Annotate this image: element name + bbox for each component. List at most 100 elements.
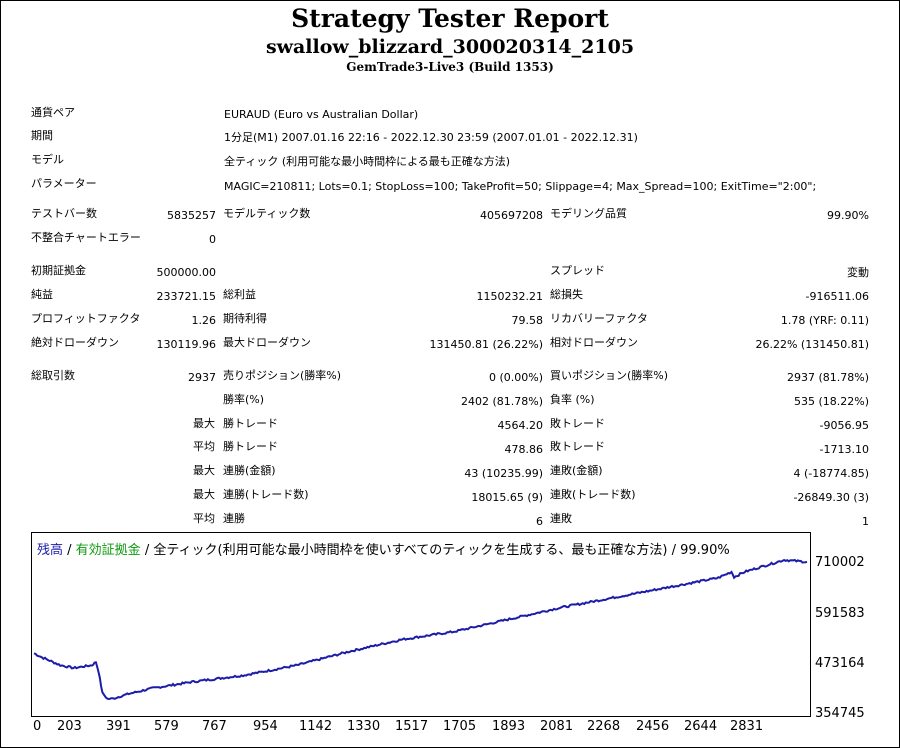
largest-prefix: 最大 — [193, 417, 215, 430]
x-tick-label: 1142 — [299, 719, 333, 734]
maxconsloss2-value: -26849.30 (3) — [793, 491, 869, 504]
avg-prefix-2: 平均 — [193, 512, 215, 525]
x-tick-label: 767 — [202, 719, 227, 734]
period-value: 1分足(M1) 2007.01.16 22:16 - 2022.12.30 23… — [224, 131, 638, 144]
largest-win-value: 4564.20 — [497, 419, 544, 432]
recovery-label: リカバリーファクタ — [550, 312, 648, 325]
params-label: パラメーター — [31, 177, 97, 190]
grossprofit-label: 総利益 — [223, 288, 256, 301]
x-tick-label: 2456 — [636, 719, 670, 734]
server-build: GemTrade3-Live3 (Build 1353) — [346, 60, 554, 74]
y-tick-label: 354745 — [815, 706, 865, 721]
avg-win-label: 勝トレード — [223, 440, 278, 453]
x-tick-label: 2831 — [730, 719, 764, 734]
mismatch-label: 不整合チャートエラー — [31, 231, 141, 244]
netprofit-label: 純益 — [31, 288, 53, 301]
deposit-value: 500000.00 — [156, 266, 217, 279]
lossrate-value: 535 (18.22%) — [793, 395, 869, 408]
symbol-value: EURAUD (Euro vs Australian Dollar) — [224, 108, 419, 121]
period-label: 期間 — [31, 129, 53, 142]
x-tick-label: 1893 — [492, 719, 526, 734]
x-tick-label: 203 — [57, 719, 82, 734]
long-value: 2937 (81.78%) — [786, 371, 869, 384]
avgconsloss-label: 連敗 — [550, 512, 572, 525]
y-tick-label: 710002 — [815, 555, 865, 570]
params-value: MAGIC=210811; Lots=0.1; StopLoss=100; Ta… — [224, 180, 817, 193]
maxdd-label: 最大ドローダウン — [223, 336, 311, 349]
legend-sep: / — [63, 543, 76, 558]
grossprofit-value: 1150232.21 — [476, 290, 543, 303]
x-tick-label: 391 — [106, 719, 131, 734]
maxconsprofit-value: 18015.65 (9) — [471, 491, 543, 504]
avg-loss-value: -1713.10 — [819, 443, 869, 456]
absdd-value: 130119.96 — [156, 338, 217, 351]
x-tick-label: 2644 — [684, 719, 718, 734]
pf-value: 1.26 — [191, 314, 217, 327]
avg-win-value: 478.86 — [504, 443, 544, 456]
short-label: 売りポジション(勝率%) — [223, 369, 342, 382]
y-tick-label: 591583 — [815, 606, 865, 621]
spread-value: 変動 — [847, 266, 869, 279]
largest-loss-label: 敗トレード — [550, 417, 605, 430]
balance-chart-svg — [33, 558, 808, 701]
recovery-value: 1.78 (YRF: 0.11) — [780, 314, 869, 327]
avgconswin-label: 連勝 — [223, 512, 245, 525]
pf-label: プロフィットファクタ — [31, 312, 141, 325]
mismatch-value: 0 — [209, 233, 216, 246]
x-tick-label: 2268 — [587, 719, 621, 734]
total-label: 総取引数 — [31, 369, 75, 382]
maxconsloss-value: 4 (-18774.85) — [793, 467, 869, 480]
largest-win-label: 勝トレード — [223, 417, 278, 430]
payoff-value: 79.58 — [511, 314, 544, 327]
bars-value: 5835257 — [167, 209, 216, 222]
maxconswin-label: 連勝(金額) — [223, 464, 276, 477]
short-value: 0 (0.00%) — [488, 371, 543, 384]
avgconswin-value: 6 — [536, 515, 543, 528]
winrate-value: 2402 (81.78%) — [460, 395, 543, 408]
quality-label: モデリング品質 — [550, 207, 627, 220]
y-tick-label: 473164 — [815, 656, 865, 671]
x-tick-label: 2081 — [540, 719, 574, 734]
maxconsloss2-label: 連敗(トレード数) — [550, 488, 636, 501]
symbol-label: 通貨ペア — [31, 106, 75, 119]
avg-loss-label: 敗トレード — [550, 440, 605, 453]
model-value: 全ティック (利用可能な最小時間枠による最も正確な方法) — [224, 155, 511, 168]
average-prefix: 平均 — [193, 440, 215, 453]
balance-series-line — [33, 558, 808, 701]
bars-label: テストバー数 — [31, 207, 97, 220]
legend-description: / 全ティック(利用可能な最小時間枠を使いすべてのティックを生成する、最も正確な… — [140, 543, 730, 558]
quality-value: 99.90% — [827, 209, 869, 222]
x-tick-label: 0 — [33, 719, 42, 734]
payoff-label: 期待利得 — [223, 312, 267, 325]
ticks-label: モデルティック数 — [223, 207, 311, 220]
avgconsloss-value: 1 — [862, 515, 869, 528]
total-value: 2937 — [188, 371, 216, 384]
grossloss-label: 総損失 — [550, 288, 583, 301]
maxconswin-value: 43 (10235.99) — [464, 467, 543, 480]
winrate-label: 勝率(%) — [223, 393, 265, 406]
x-tick-label: 954 — [253, 719, 278, 734]
maxconsprofit-label: 連勝(トレード数) — [223, 488, 309, 501]
report-title: Strategy Tester Report — [291, 4, 609, 33]
max-prefix-2: 最大 — [193, 464, 215, 477]
maxconsloss-label: 連敗(金額) — [550, 464, 603, 477]
maxdd-value: 131450.81 (26.22%) — [429, 338, 543, 351]
long-label: 買いポジション(勝率%) — [550, 369, 669, 382]
legend-balance: 残高 — [37, 543, 64, 558]
absdd-label: 絶対ドローダウン — [31, 336, 119, 349]
grossloss-value: -916511.06 — [805, 290, 869, 303]
spread-label: スプレッド — [550, 264, 605, 277]
reldd-label: 相対ドローダウン — [550, 336, 638, 349]
x-tick-label: 1330 — [347, 719, 381, 734]
legend-equity: 有効証拠金 — [75, 543, 141, 558]
chart-legend: 残高 / 有効証拠金 / 全ティック(利用可能な最小時間枠を使いすべてのティック… — [37, 539, 730, 558]
balance-chart — [31, 532, 811, 717]
ticks-value: 405697208 — [480, 209, 543, 222]
x-tick-label: 579 — [154, 719, 179, 734]
max-prefix-3: 最大 — [193, 488, 215, 501]
x-tick-label: 1517 — [395, 719, 429, 734]
reldd-value: 26.22% (131450.81) — [755, 338, 869, 351]
lossrate-label: 負率 (%) — [550, 393, 595, 406]
netprofit-value: 233721.15 — [156, 290, 217, 303]
x-tick-label: 1705 — [443, 719, 477, 734]
